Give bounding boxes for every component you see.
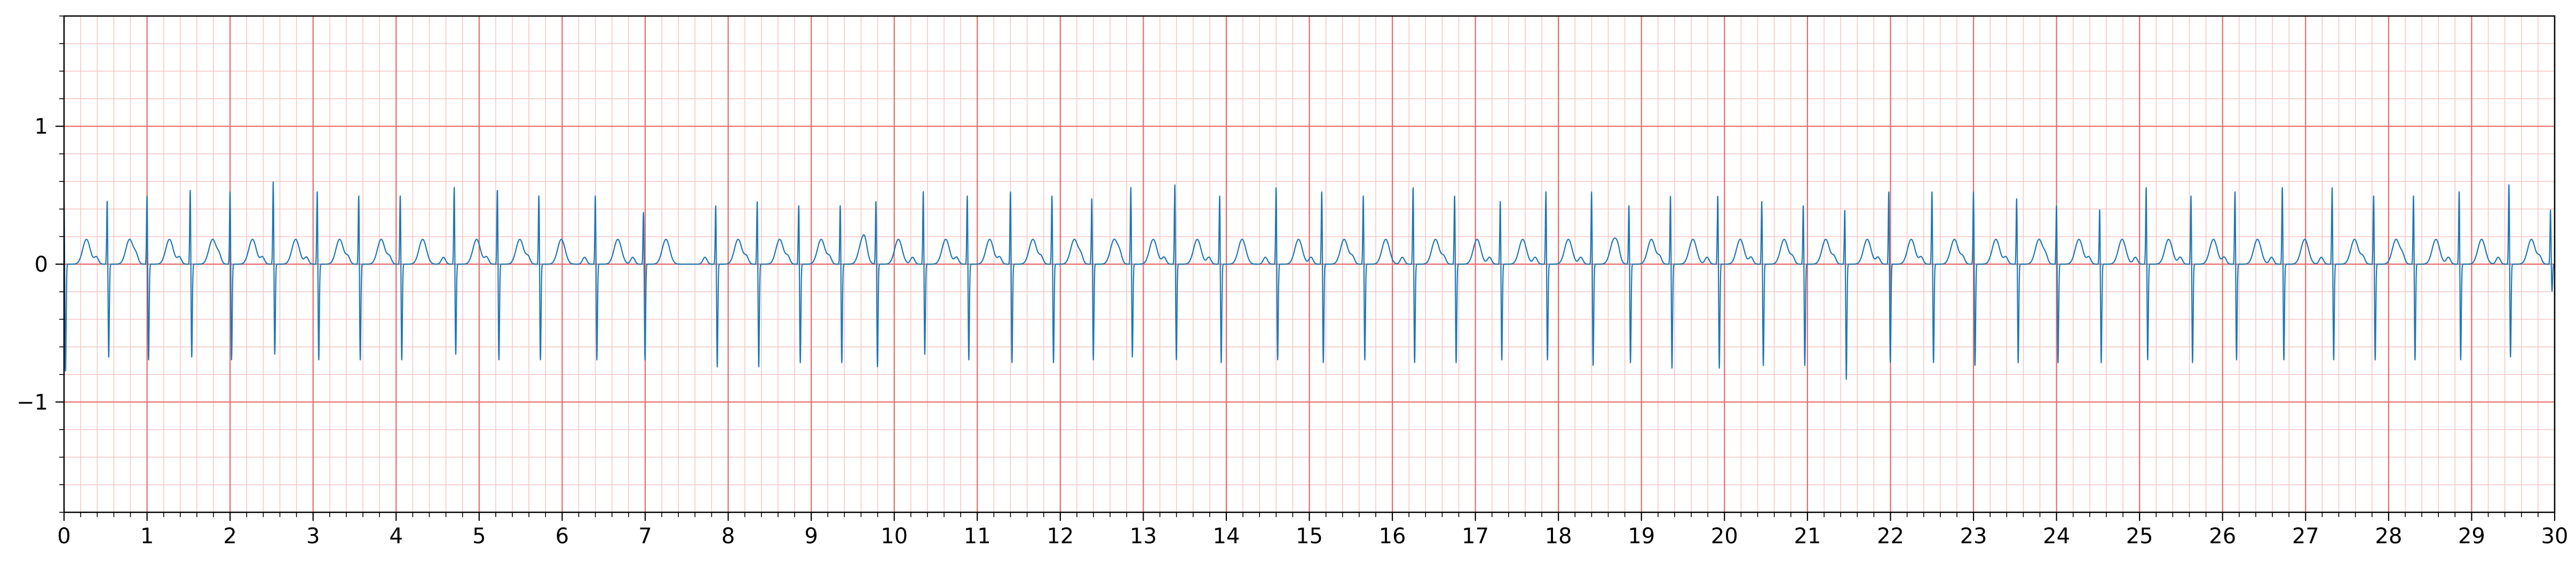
ecg-trace-line <box>63 181 2555 380</box>
x-tick-label: 23 <box>1960 524 1987 549</box>
x-tick-label: 7 <box>638 524 652 549</box>
y-axis: 1 0 −1 <box>17 15 64 513</box>
x-tick-label: 2 <box>223 524 236 549</box>
x-tick-label: 22 <box>1877 524 1904 549</box>
x-tick-label: 16 <box>1379 524 1406 549</box>
x-tick-label: 3 <box>306 524 320 549</box>
x-tick-label: 13 <box>1130 524 1157 549</box>
x-tick-label: 4 <box>390 524 403 549</box>
x-tick-label: 6 <box>556 524 569 549</box>
x-tick-label: 30 <box>2541 524 2569 549</box>
x-tick-label: 27 <box>2292 524 2319 549</box>
x-tick-label: 9 <box>804 524 818 549</box>
x-tick-label: 26 <box>2209 524 2236 549</box>
x-tick-label: 17 <box>1462 524 1489 549</box>
x-tick-label: 0 <box>57 524 70 549</box>
x-tick-label: 12 <box>1047 524 1074 549</box>
x-tick-label: 28 <box>2375 524 2402 549</box>
x-tick-label: 18 <box>1545 524 1572 549</box>
x-axis: 0 1 2 3 4 5 6 7 8 9 10 11 12 13 14 15 16 17 18 19 20 21 22 23 24… <box>57 512 2568 549</box>
x-tick-label: 11 <box>964 524 991 549</box>
x-tick-label: 21 <box>1794 524 1821 549</box>
y-tick-label: −1 <box>17 390 48 415</box>
x-tick-label: 8 <box>722 524 735 549</box>
x-tick-label: 15 <box>1296 524 1323 549</box>
x-tick-label: 29 <box>2458 524 2485 549</box>
x-tick-label: 19 <box>1628 524 1655 549</box>
x-tick-label: 5 <box>472 524 486 549</box>
x-tick-label: 10 <box>881 524 908 549</box>
x-tick-label: 20 <box>1711 524 1738 549</box>
x-tick-label: 1 <box>140 524 154 549</box>
x-tick-label: 14 <box>1212 524 1240 549</box>
y-tick-label: 0 <box>35 252 48 277</box>
x-tick-label: 24 <box>2043 524 2070 549</box>
y-tick-label: 1 <box>35 115 48 139</box>
x-tick-label: 25 <box>2126 524 2153 549</box>
